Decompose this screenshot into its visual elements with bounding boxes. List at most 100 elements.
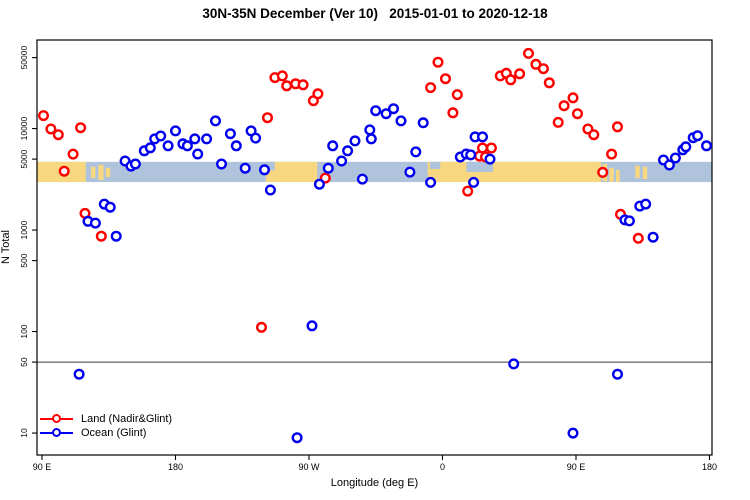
data-point-ocean: [306, 320, 318, 332]
data-point-land: [632, 232, 644, 244]
data-point-land: [537, 63, 549, 75]
data-point-land: [95, 230, 107, 242]
data-point-ocean: [417, 117, 429, 129]
data-point-ocean: [322, 162, 334, 174]
y-tick-label: 50: [19, 357, 29, 367]
data-point-ocean: [365, 133, 377, 145]
data-point-land: [597, 166, 609, 178]
data-point-ocean: [155, 130, 167, 142]
band-land-speckle: [105, 167, 111, 178]
x-tick-label: 0: [440, 462, 445, 472]
data-point-land: [606, 148, 618, 160]
y-tick-label: 10000: [19, 116, 29, 140]
data-point-ocean: [89, 217, 101, 229]
data-point-land: [477, 142, 489, 154]
legend: Land (Nadir&Glint) Ocean (Glint): [40, 412, 172, 440]
data-point-ocean: [701, 140, 713, 152]
x-tick-label: 90 E: [33, 462, 52, 472]
data-point-land: [451, 89, 463, 101]
data-point-ocean: [468, 176, 480, 188]
data-point-ocean: [395, 115, 407, 127]
data-point-ocean: [370, 105, 382, 117]
data-point-land: [256, 321, 268, 333]
data-point-land: [297, 79, 309, 91]
band-land-segment: [427, 161, 602, 183]
data-point-ocean: [356, 173, 368, 185]
data-point-land: [447, 107, 459, 119]
y-tick-label: 50000: [19, 46, 29, 70]
y-tick-label: 10: [19, 428, 29, 438]
data-point-ocean: [162, 140, 174, 152]
band-land-speckle: [90, 166, 96, 179]
data-point-ocean: [250, 132, 262, 144]
legend-marker-land-icon: [40, 414, 73, 424]
data-point-ocean: [425, 176, 437, 188]
data-point-land: [552, 116, 564, 128]
data-point-ocean: [640, 198, 652, 210]
data-point-ocean: [327, 140, 339, 152]
data-point-ocean: [189, 133, 201, 145]
data-point-ocean: [239, 162, 251, 174]
y-axis-title: N Total: [0, 229, 12, 265]
band-ocean-notch: [466, 161, 493, 172]
data-point-ocean: [410, 146, 422, 158]
data-point-land: [567, 92, 579, 104]
data-point-land: [588, 129, 600, 141]
data-point-land: [440, 73, 452, 85]
legend-label-ocean: Ocean (Glint): [81, 427, 147, 439]
data-point-ocean: [477, 131, 489, 143]
data-point-land: [558, 100, 570, 112]
data-point-ocean: [73, 368, 85, 380]
data-point-ocean: [224, 128, 236, 140]
x-axis-title: Longitude (deg E): [330, 477, 419, 489]
data-point-ocean: [623, 215, 635, 227]
data-point-land: [612, 121, 624, 133]
data-point-ocean: [342, 145, 354, 157]
band-land-speckle: [609, 167, 614, 183]
x-tick-label: 90 W: [298, 462, 320, 472]
x-tick-label: 180: [702, 462, 717, 472]
data-point-ocean: [680, 141, 692, 153]
data-point-ocean: [465, 149, 477, 161]
data-point-ocean: [388, 103, 400, 115]
data-point-ocean: [663, 159, 675, 171]
data-point-ocean: [192, 148, 204, 160]
data-point-ocean: [110, 230, 122, 242]
band-ocean-notch: [265, 161, 275, 171]
data-point-ocean: [336, 155, 348, 167]
data-point-land: [505, 74, 517, 86]
data-point-land: [67, 148, 79, 160]
legend-marker-ocean-icon: [40, 428, 73, 438]
legend-label-land: Land (Nadir&Glint): [81, 413, 173, 425]
data-point-ocean: [484, 153, 496, 165]
legend-item-ocean: Ocean (Glint): [40, 426, 172, 440]
data-point-ocean: [201, 133, 213, 145]
data-point-land: [485, 142, 497, 154]
data-point-ocean: [313, 178, 325, 190]
data-point-ocean: [259, 164, 271, 176]
x-tick-label: 90 E: [567, 462, 586, 472]
chart-title: 30N-35N December (Ver 10) 2015-01-01 to …: [202, 6, 548, 21]
data-point-land: [58, 165, 70, 177]
data-point-ocean: [209, 115, 221, 127]
band-land-segment: [265, 161, 318, 183]
data-point-ocean: [215, 158, 227, 170]
x-tick-label: 180: [168, 462, 183, 472]
band-land-speckle: [616, 169, 620, 183]
data-point-land: [523, 47, 535, 59]
data-point-ocean: [349, 135, 361, 147]
data-point-ocean: [169, 125, 181, 137]
data-point-land: [38, 110, 50, 122]
band-ocean-notch: [429, 161, 441, 169]
y-tick-label: 5000: [19, 149, 29, 168]
data-point-land: [462, 185, 474, 197]
data-point-land: [75, 122, 87, 134]
data-point-land: [281, 80, 293, 92]
band-land-speckle: [642, 166, 648, 180]
data-point-land: [276, 70, 288, 82]
y-tick-label: 1000: [19, 220, 29, 239]
data-point-land: [45, 123, 57, 135]
data-point-ocean: [230, 140, 242, 152]
data-point-ocean: [692, 130, 704, 142]
